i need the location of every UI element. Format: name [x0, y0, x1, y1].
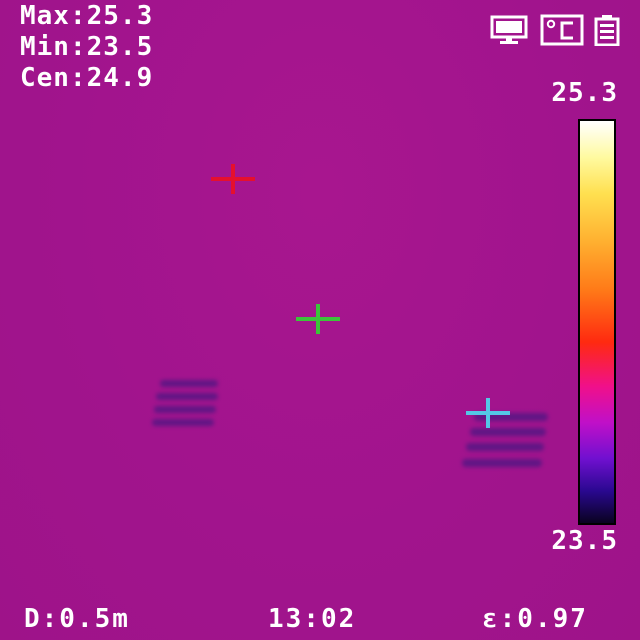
vent-slat [160, 380, 218, 387]
vent-slat [152, 419, 214, 426]
battery-icon [594, 14, 620, 50]
distance-readout: D:0.5m [24, 604, 130, 634]
left-vent-cold-spot [150, 376, 222, 436]
vent-slat [154, 406, 216, 413]
vent-slat [462, 459, 542, 467]
vent-slat [156, 393, 218, 400]
min-temperature-readout: Min:23.5 [20, 32, 154, 62]
time-readout: 13:02 [268, 604, 357, 634]
vent-slat [466, 443, 544, 451]
display-icon[interactable] [490, 15, 530, 49]
min-temperature-crosshair-icon [466, 398, 510, 428]
color-scale-bar [578, 119, 616, 525]
center-crosshair-icon [296, 304, 340, 334]
vent-slat [470, 428, 546, 436]
right-vent-cold-spot [460, 408, 552, 478]
status-icons [490, 14, 620, 50]
max-temperature-readout: Max:25.3 [20, 1, 154, 31]
emissivity-readout: ε:0.97 [482, 604, 588, 634]
center-temperature-readout: Cen:24.9 [20, 63, 154, 93]
color-scale-min-label: 23.5 [551, 526, 618, 556]
celsius-unit-icon[interactable] [540, 14, 584, 50]
max-temperature-crosshair-icon [211, 164, 255, 194]
color-scale-max-label: 25.3 [551, 78, 618, 108]
vent-slat [474, 413, 548, 421]
